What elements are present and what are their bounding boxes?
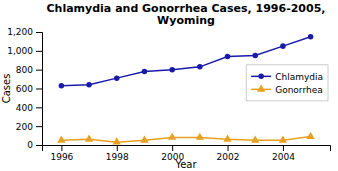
tick-mark xyxy=(172,145,173,151)
point xyxy=(114,75,120,81)
point xyxy=(252,53,258,59)
legend-marker xyxy=(257,85,265,92)
tick-mark xyxy=(36,51,42,52)
tick-label: 2004 xyxy=(272,152,295,162)
point xyxy=(169,67,175,73)
title: Chlamydia and Gonorrhea Cases, 1996-2005… xyxy=(47,2,326,27)
point xyxy=(279,135,287,142)
tick-label: 0 xyxy=(27,140,33,150)
tick: 0 xyxy=(27,140,42,150)
point xyxy=(168,133,176,140)
tick: 1,000 xyxy=(7,46,42,56)
legend-marker xyxy=(258,74,264,80)
legend-label: Chlamydia xyxy=(275,72,323,82)
tick: 2002 xyxy=(217,145,240,162)
legend-box xyxy=(246,65,328,101)
tick-mark xyxy=(36,70,42,71)
legend: Chlamydia Gonorrhea xyxy=(246,65,328,101)
point xyxy=(140,135,148,142)
tick-label: 800 xyxy=(16,65,33,75)
tick-mark xyxy=(117,145,118,151)
axis-line xyxy=(43,146,331,152)
tick-mark xyxy=(36,145,42,146)
point xyxy=(142,69,148,75)
tick-mark xyxy=(61,145,62,151)
legend-item: Chlamydia xyxy=(251,72,323,82)
tick-mark xyxy=(228,145,229,151)
point xyxy=(223,135,231,142)
tick-mark xyxy=(36,107,42,108)
tick-mark xyxy=(36,126,42,127)
y-axis-label: Cases xyxy=(1,74,12,104)
point xyxy=(280,43,286,49)
point xyxy=(197,64,203,70)
tick: 200 xyxy=(16,122,42,132)
point xyxy=(251,135,259,142)
tick-label: 2002 xyxy=(217,152,240,162)
plot: 1996199820002002200402004006008001,0001,… xyxy=(7,27,330,162)
tick: 1996 xyxy=(50,145,73,162)
tick: 800 xyxy=(16,65,42,75)
tick-mark xyxy=(36,89,42,90)
tick-label: 600 xyxy=(16,84,33,94)
tick-label: 1,000 xyxy=(7,46,33,56)
point xyxy=(57,135,65,142)
point xyxy=(86,82,92,88)
point xyxy=(308,34,314,40)
legend-label: Gonorrhea xyxy=(275,85,323,95)
y-axis: 0 200 400 600 800 1,000 1,200 xyxy=(7,27,42,150)
tick: 1,200 xyxy=(7,27,42,37)
point xyxy=(225,54,231,60)
point xyxy=(196,133,204,140)
point xyxy=(59,83,65,89)
chart: 1996199820002002200402004006008001,0001,… xyxy=(0,0,338,171)
x-axis-label: Year xyxy=(174,159,197,170)
tick-label: 400 xyxy=(16,103,33,113)
tick-label: 1996 xyxy=(50,152,73,162)
point xyxy=(113,137,121,144)
legend-item: Gonorrhea xyxy=(251,85,323,95)
axis-line xyxy=(36,33,43,146)
tick-label: 200 xyxy=(16,122,33,132)
tick-mark xyxy=(36,32,42,33)
tick: 2004 xyxy=(272,145,295,162)
tick-label: 1,200 xyxy=(7,27,33,37)
tick-mark xyxy=(283,145,284,151)
tick: 600 xyxy=(16,84,42,94)
line xyxy=(61,137,310,143)
tick: 400 xyxy=(16,103,42,113)
point xyxy=(85,135,93,142)
tick: 1998 xyxy=(106,145,129,162)
tick-label: 1998 xyxy=(106,152,129,162)
point xyxy=(306,132,314,139)
